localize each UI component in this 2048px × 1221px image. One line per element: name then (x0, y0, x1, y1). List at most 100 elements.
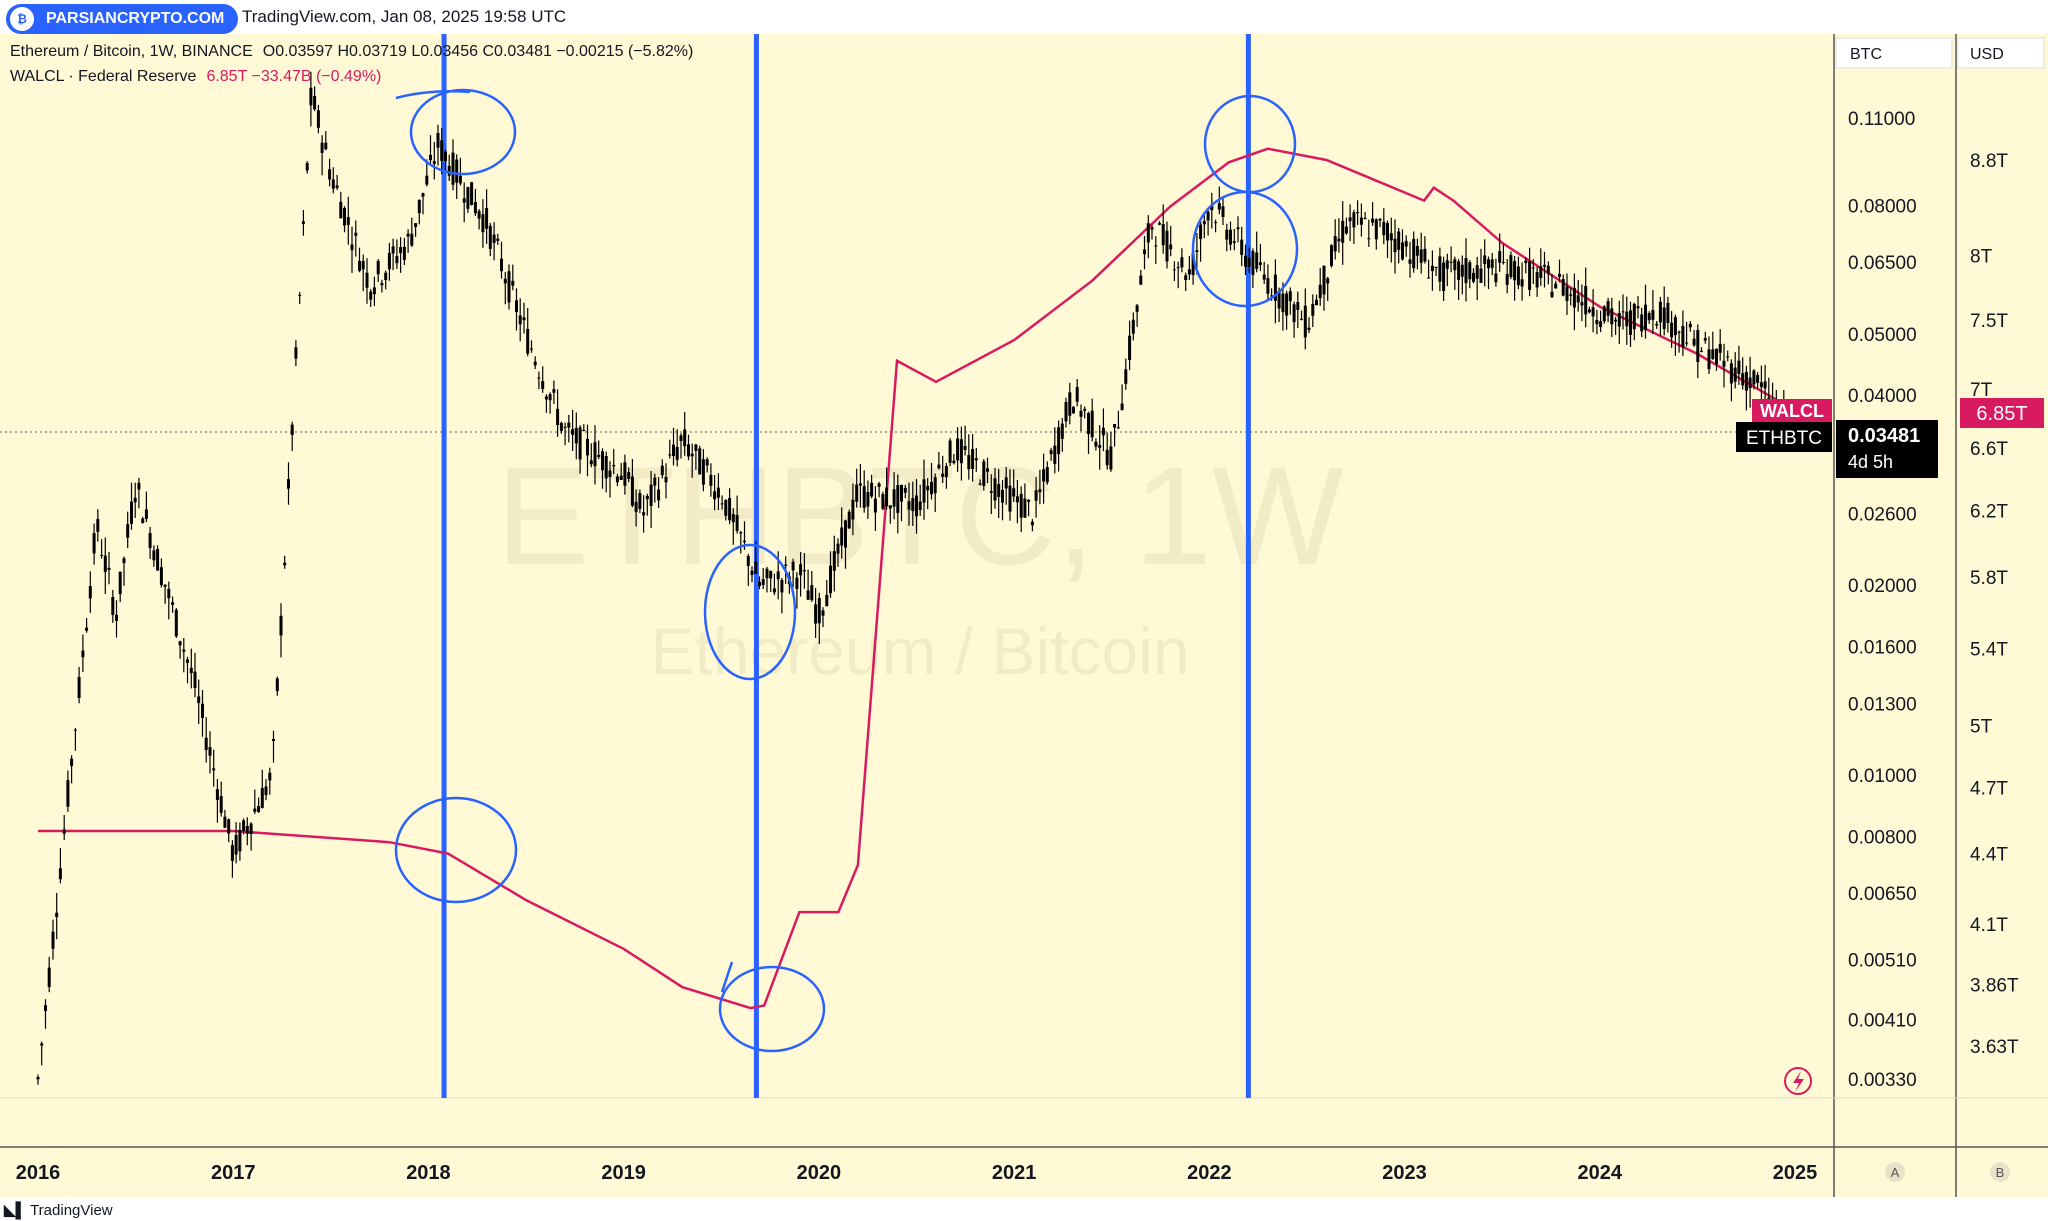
candle (844, 519, 847, 569)
candle (70, 755, 74, 784)
candle (799, 551, 803, 597)
candle (851, 483, 855, 536)
candle (1004, 467, 1008, 505)
candle (387, 242, 391, 281)
candle (133, 482, 137, 518)
watermark-line-2: Ethereum / Bitcoin (650, 614, 1189, 688)
candle (701, 449, 705, 492)
candle (664, 463, 668, 499)
candle (1472, 268, 1475, 284)
candle (1393, 219, 1397, 274)
legend-main[interactable]: Ethereum / Bitcoin, 1W, BINANCE O0.03597 … (10, 43, 693, 61)
candle (1307, 317, 1311, 334)
legend-indicator[interactable]: WALCL · Federal Reserve 6.85T −33.47B (−0… (10, 68, 381, 86)
candle (698, 445, 702, 475)
candle (627, 467, 631, 483)
candle (1135, 303, 1139, 327)
usd-scale-header-box[interactable] (1957, 37, 2045, 69)
candle (92, 523, 96, 565)
candle (1707, 336, 1711, 374)
candle (115, 600, 118, 638)
chart-svg[interactable]: ETHBTC, 1W Ethereum / Bitcoin 0.110000.0… (0, 34, 2048, 1197)
candle (1569, 287, 1573, 306)
usd-scale-header: USD (1970, 46, 2004, 63)
candle (66, 770, 70, 812)
candle (1027, 499, 1031, 517)
candle (926, 478, 930, 510)
candle (376, 259, 380, 282)
time-axis[interactable]: 2016 2017 2018 2019 2020 2021 2022 2023 2024 2025 (16, 1162, 1818, 1184)
candle (1367, 219, 1371, 247)
candle (223, 809, 227, 829)
b-scale-button-label: B (1996, 1165, 2005, 1180)
candle (51, 919, 55, 960)
candle (384, 270, 388, 290)
candle (230, 840, 234, 878)
candle (1292, 301, 1296, 338)
candle (159, 558, 163, 588)
candle (1273, 259, 1277, 324)
candle (156, 545, 160, 571)
candle (1352, 209, 1356, 244)
candle (582, 424, 586, 432)
candle (361, 254, 365, 292)
candle (1438, 247, 1442, 292)
candle (1741, 357, 1745, 390)
btc-tick-label: 0.00800 (1848, 827, 1917, 848)
candle (937, 452, 941, 470)
candle (1266, 264, 1270, 302)
lightning-icon[interactable] (1784, 1067, 1812, 1095)
candle (1546, 261, 1550, 285)
candle (1427, 259, 1431, 279)
candle (772, 573, 776, 596)
annotation-circle-2019-bottom (703, 543, 797, 681)
candle (1359, 203, 1363, 237)
candle (462, 182, 466, 223)
candle (328, 158, 332, 187)
candle (137, 477, 141, 509)
candle (1150, 224, 1154, 240)
candle (1116, 410, 1120, 430)
candle (1154, 236, 1158, 264)
chart-area[interactable]: ETHBTC, 1W Ethereum / Bitcoin 0.11000 0.0… (0, 34, 2048, 1197)
candle (1636, 296, 1640, 319)
usd-price-scale[interactable]: 8.8T 8T 7.5T 7T 6.6T 6.2T 5.8T 5.4T 5T 4.7T 4.4T 4.… (1970, 151, 2019, 1058)
candle (1210, 192, 1214, 229)
countdown-text: 4d 5h (1848, 452, 1893, 472)
candle (107, 551, 111, 585)
candle (1756, 372, 1760, 390)
candle (470, 181, 474, 206)
b-scale-button[interactable]: B (1990, 1162, 2010, 1182)
candle (832, 535, 836, 592)
candle (372, 276, 376, 307)
usd-tick-label: 8.8T (1970, 151, 2008, 172)
btc-scale-header: BTC (1850, 46, 1882, 63)
candle (1558, 259, 1561, 283)
btc-price-scale[interactable]: 0.11000 0.08000 0.06500 0.05000 0.04000 0.026… (1848, 109, 1917, 1091)
usd-tick-label: 5.4T (1970, 640, 2008, 661)
ethbtc-label: ETHBTC (1746, 428, 1822, 449)
candle (1677, 330, 1681, 353)
candle (62, 815, 66, 840)
auto-scale-button[interactable]: A (1885, 1162, 1905, 1182)
candle (1625, 296, 1629, 345)
candle (477, 209, 481, 230)
annotation-tick-2019-fed (720, 961, 734, 993)
candle (1763, 364, 1767, 401)
candle (619, 463, 623, 480)
candle (589, 443, 593, 468)
candle (1528, 247, 1532, 297)
x-tick-label: 2019 (601, 1162, 646, 1184)
candle (918, 484, 922, 516)
candle (974, 448, 978, 472)
btc-scale-header-box[interactable] (1835, 37, 1953, 69)
candle (761, 568, 765, 590)
candle (290, 421, 294, 451)
candle (152, 545, 156, 567)
candle (1651, 290, 1655, 334)
lightning-bolt-icon (1793, 1071, 1804, 1092)
candle (1479, 248, 1483, 283)
candle (111, 590, 115, 623)
candle (1457, 259, 1461, 300)
ethbtc-price-tag: ETHBTC 0.03481 4d 5h (1736, 420, 1938, 478)
